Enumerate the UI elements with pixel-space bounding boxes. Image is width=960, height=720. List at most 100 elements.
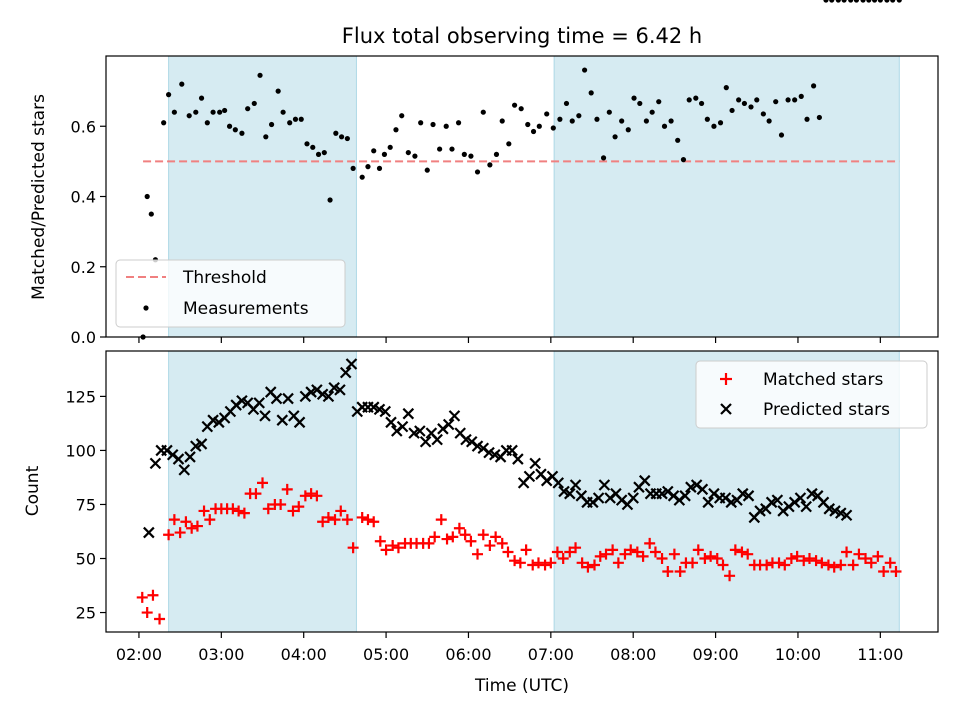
measurement-point-19 — [251, 100, 257, 107]
matched-point-38 — [368, 516, 380, 528]
matched-point-3 — [154, 613, 166, 625]
measurement-point-97 — [729, 107, 735, 114]
measurement-point-42 — [387, 144, 393, 150]
matched-point-76 — [600, 548, 612, 560]
matched-point-111 — [816, 557, 828, 569]
measurement-point-100 — [748, 104, 754, 110]
measurement-point-28 — [304, 141, 310, 147]
matched-point-62 — [514, 557, 526, 569]
matched-point-24 — [281, 483, 293, 495]
matched-point-61 — [509, 555, 521, 567]
measurement-point-21 — [263, 134, 269, 140]
matched-point-114 — [835, 559, 847, 571]
measurement-point-122 — [884, 0, 890, 3]
top-shaded-span-1 — [553, 55, 900, 338]
matched-point-69 — [557, 553, 569, 565]
bottom-axes-frame — [105, 350, 939, 633]
measurement-point-91 — [693, 95, 699, 101]
measurement-point-63 — [518, 106, 524, 112]
measurement-point-36 — [350, 165, 356, 171]
predicted-point-109 — [771, 494, 784, 506]
predicted-point-6 — [178, 464, 191, 476]
matched-point-29 — [311, 490, 323, 502]
matched-point-79 — [619, 548, 631, 560]
measurement-point-70 — [563, 100, 570, 107]
top-y-tick-label-3: 0.6 — [71, 117, 96, 136]
matched-point-20 — [257, 477, 269, 489]
predicted-point-71 — [552, 477, 565, 489]
measurement-point-112 — [823, 0, 829, 3]
measurement-point-54 — [461, 151, 467, 157]
measurement-point-33 — [333, 130, 339, 136]
measurement-point-39 — [371, 148, 377, 154]
bot-shaded-span-0 — [168, 350, 357, 633]
predicted-point-53 — [448, 410, 461, 422]
matched-point-41 — [387, 540, 399, 552]
matched-point-64 — [527, 559, 539, 571]
chart-title: Flux total observing time = 6.42 h — [342, 24, 702, 48]
matched-point-57 — [484, 540, 496, 552]
x-tick-label-2: 04:00 — [281, 645, 327, 664]
matched-point-31 — [322, 511, 334, 523]
matched-point-5 — [168, 514, 180, 526]
matched-point-75 — [594, 550, 606, 562]
matched-point-86 — [662, 565, 674, 577]
predicted-point-22 — [270, 392, 283, 405]
measurement-point-66 — [536, 123, 542, 129]
matched-point-118 — [860, 553, 872, 565]
top-y-tick-label-2: 0.4 — [71, 188, 96, 207]
measurement-point-82 — [637, 100, 643, 107]
predicted-point-19 — [253, 397, 265, 409]
measurement-point-7 — [179, 81, 185, 87]
measurement-point-61 — [506, 141, 512, 147]
measurement-point-37 — [359, 174, 365, 180]
predicted-point-41 — [379, 405, 392, 418]
predicted-point-35 — [345, 358, 358, 370]
measurement-point-95 — [717, 120, 724, 126]
matched-point-84 — [649, 546, 661, 558]
matched-point-65 — [532, 557, 544, 569]
matched-point-92 — [699, 553, 711, 565]
matched-point-6 — [174, 527, 186, 539]
measurement-point-86 — [661, 123, 668, 129]
top-axes-frame — [105, 55, 939, 338]
matched-point-99 — [742, 548, 754, 560]
predicted-point-114 — [800, 500, 812, 513]
measurement-point-96 — [723, 85, 729, 91]
predicted-point-20 — [259, 410, 271, 422]
top-y-tick-label-1: 0.2 — [71, 258, 96, 277]
measurement-point-64 — [525, 121, 531, 128]
measurement-point-59 — [493, 151, 500, 157]
matched-point-70 — [564, 546, 576, 558]
matched-point-121 — [878, 565, 890, 577]
predicted-point-73 — [564, 487, 576, 500]
measurement-point-60 — [499, 118, 505, 124]
measurement-point-68 — [550, 125, 556, 131]
measurement-point-14 — [222, 107, 228, 114]
matched-point-40 — [380, 544, 392, 556]
matched-point-122 — [884, 557, 896, 569]
top-y-tick-label-0: 0.0 — [71, 328, 96, 347]
measurement-point-106 — [785, 97, 791, 103]
measurement-point-10 — [198, 95, 205, 101]
matched-point-34 — [341, 514, 353, 526]
matched-point-2 — [147, 589, 159, 601]
measurement-point-102 — [760, 111, 766, 117]
predicted-point-104 — [742, 490, 755, 502]
predicted-point-33 — [334, 384, 346, 396]
matched-point-68 — [551, 546, 563, 558]
bottom-ylabel: Count — [23, 465, 43, 516]
measurement-point-22 — [268, 121, 275, 128]
matched-point-23 — [275, 498, 287, 510]
predicted-point-24 — [282, 392, 294, 405]
matched-point-53 — [459, 529, 471, 541]
measurement-point-84 — [649, 109, 655, 115]
measurement-point-58 — [487, 162, 493, 168]
matched-point-27 — [299, 490, 311, 502]
measurement-point-18 — [245, 106, 251, 112]
measurements-legend-label: Measurements — [183, 299, 309, 319]
matched-point-48 — [429, 531, 441, 543]
measurement-point-25 — [287, 120, 293, 126]
predicted-point-45 — [402, 407, 415, 420]
matched-point-87 — [668, 548, 680, 560]
